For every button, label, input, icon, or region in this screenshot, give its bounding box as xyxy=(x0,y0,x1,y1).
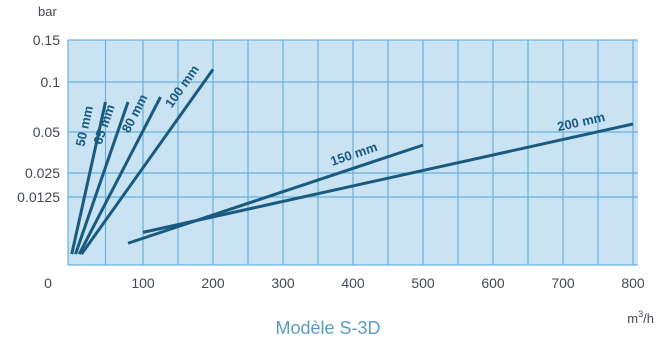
x-tick-label: 400 xyxy=(341,275,365,291)
series-line xyxy=(74,101,130,255)
x-tick-label: 300 xyxy=(271,275,295,291)
series-line xyxy=(80,68,215,255)
y-tick-label: 0.1 xyxy=(41,74,61,90)
y-tick-label: 0.025 xyxy=(25,165,60,181)
x-tick-label: 600 xyxy=(481,275,505,291)
x-tick-label: 500 xyxy=(411,275,435,291)
y-tick-label: 0.15 xyxy=(33,32,60,48)
series-line xyxy=(70,101,107,255)
x-tick-label: 100 xyxy=(131,275,155,291)
x-tick-label: 200 xyxy=(201,275,225,291)
y-tick-label: 0.05 xyxy=(33,124,60,140)
y-axis-label: bar xyxy=(38,4,57,19)
x-tick-label: 700 xyxy=(551,275,575,291)
x-axis-label: m3/h xyxy=(627,309,654,326)
x-tick-label: 800 xyxy=(621,275,645,291)
series-line xyxy=(77,96,162,255)
series-line xyxy=(127,143,424,245)
model-caption: Modèle S-3D xyxy=(275,318,381,338)
series-line xyxy=(142,122,634,234)
y-tick-label: 0.0125 xyxy=(17,189,60,205)
x-tick-label: 0 xyxy=(44,275,52,291)
